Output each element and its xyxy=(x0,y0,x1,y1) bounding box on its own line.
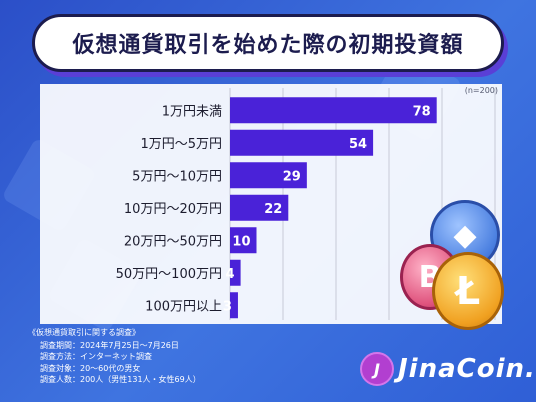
survey-count: 調査人数：200人（男性131人・女性69人） xyxy=(40,375,201,384)
survey-footer: 《仮想通貨取引に関する調査》 調査期間：2024年7月25日〜7月26日 調査方… xyxy=(28,327,201,386)
category-label: 1万円未満 xyxy=(162,104,222,119)
title-banner: 仮想通貨取引を始めた際の初期投資額 xyxy=(32,14,504,72)
category-label: 5万円〜10万円 xyxy=(132,169,222,184)
survey-period: 調査期間：2024年7月25日〜7月26日 xyxy=(40,340,179,350)
bar xyxy=(230,292,238,319)
logo-mark-icon: J xyxy=(360,352,394,386)
bar xyxy=(230,194,289,221)
bar xyxy=(230,97,437,124)
category-label: 1万円〜5万円 xyxy=(140,137,222,152)
litecoin-coin-icon: Ł xyxy=(432,252,504,330)
chart-title: 仮想通貨取引を始めた際の初期投資額 xyxy=(72,33,464,58)
bar-value-label: 3 xyxy=(223,299,232,314)
bar-value-label: 10 xyxy=(232,234,250,249)
bar-value-label: 29 xyxy=(283,169,301,184)
category-label: 50万円〜100万円 xyxy=(116,267,222,282)
logo-text: JinaCoin. xyxy=(398,354,536,384)
bar xyxy=(230,129,374,156)
bar-value-label: 78 xyxy=(413,104,431,119)
survey-target: 調査対象：20〜60代の男女 xyxy=(40,363,141,373)
category-label: 100万円以上 xyxy=(145,299,222,314)
brand-logo: J JinaCoin. xyxy=(360,352,536,386)
logo-mark-letter: J xyxy=(374,359,380,379)
category-label: 20万円〜50万円 xyxy=(124,234,222,249)
bar-value-label: 54 xyxy=(349,137,367,152)
chart-panel: 1万円未満 78 1万円〜5万円 54 5万円〜10万円 29 10万円〜20万円 22 20万… xyxy=(40,84,502,324)
eth-symbol: ◆ xyxy=(453,217,477,253)
ltc-symbol: Ł xyxy=(455,269,481,313)
category-label: 10万円〜20万円 xyxy=(124,202,222,217)
bar xyxy=(230,227,257,254)
survey-title: 《仮想通貨取引に関する調査》 xyxy=(28,328,140,337)
sample-size-note: (n=200) xyxy=(464,86,498,95)
survey-method: 調査方法：インターネット調査 xyxy=(40,352,152,361)
bar-chart: 1万円未満 78 1万円〜5万円 54 5万円〜10万円 29 10万円〜20万円 22 20万… xyxy=(116,88,496,320)
bar xyxy=(230,259,241,286)
bar-value-label: 4 xyxy=(226,267,235,282)
bar-value-label: 22 xyxy=(264,202,282,217)
bar xyxy=(230,162,307,189)
